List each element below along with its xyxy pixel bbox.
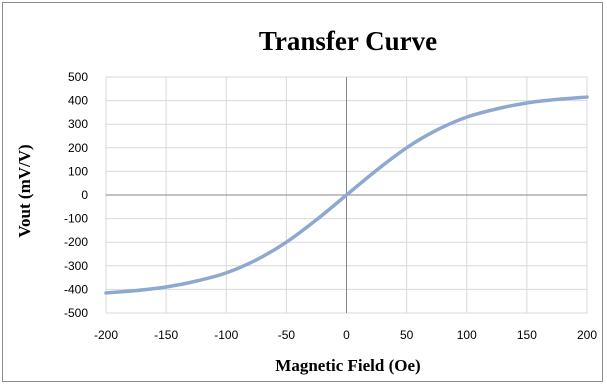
y-tick-label: 100 (68, 164, 88, 178)
y-tick-label: 500 (68, 70, 88, 84)
y-tick-labels: 500 400 300 200 100 0 -100 -200 -300 -400 -500 (64, 70, 88, 320)
x-tick-label: 200 (577, 328, 597, 342)
chart-frame: -200 -150 -100 -50 0 50 100 150 200 500 400 300 200… (2, 2, 603, 382)
y-tick-label: -300 (64, 259, 88, 273)
x-tick-label: -200 (94, 328, 118, 342)
y-tick-label: 300 (68, 117, 88, 131)
y-tick-label: 200 (68, 141, 88, 155)
x-tick-labels: -200 -150 -100 -50 0 50 100 150 200 (94, 328, 597, 342)
series-layer (104, 95, 589, 295)
x-tick-label: -150 (154, 328, 178, 342)
y-tick-label: 0 (81, 188, 88, 202)
transfer-curve-line (104, 95, 589, 295)
x-tick-label: 100 (457, 328, 477, 342)
y-tick-label: -100 (64, 212, 88, 226)
x-tick-label: 150 (517, 328, 537, 342)
y-tick-label: -400 (64, 282, 88, 296)
y-axis-title: Vout (mV/V) (15, 144, 34, 237)
chart-svg: -200 -150 -100 -50 0 50 100 150 200 500400300200… (15, 26, 597, 375)
x-tick-label: 50 (400, 328, 414, 342)
y-tick-label: 400 (68, 94, 88, 108)
y-tick-label: -500 (64, 306, 88, 320)
x-tick-label: -100 (214, 328, 238, 342)
x-tick-label: -50 (278, 328, 296, 342)
x-tick-label: 0 (343, 328, 350, 342)
x-axis-title: Magnetic Field (Oe) (275, 356, 420, 375)
chart-title: Transfer Curve (259, 26, 437, 56)
y-tick-label: -200 (64, 235, 88, 249)
